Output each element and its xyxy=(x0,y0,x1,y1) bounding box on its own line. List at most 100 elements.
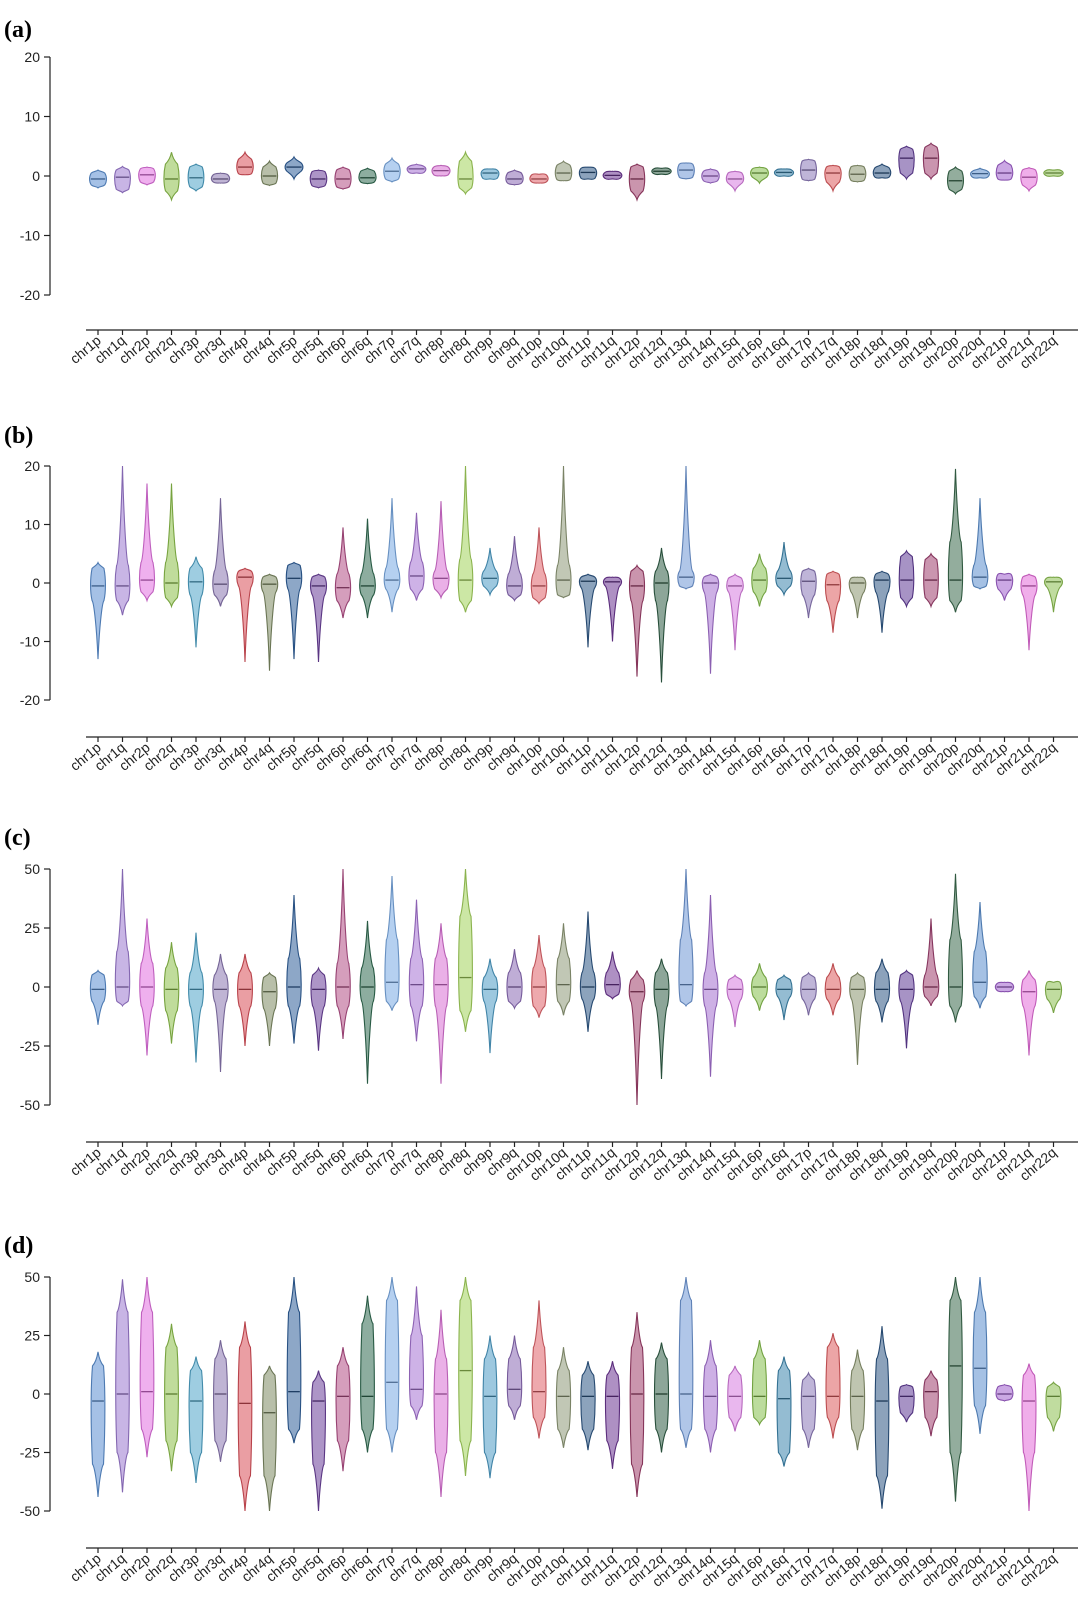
violin-chr17p xyxy=(800,971,817,1016)
violin-chr3q xyxy=(210,172,231,184)
y-tick-label: 10 xyxy=(24,109,40,125)
violin-chr8q xyxy=(458,1276,473,1476)
violin-chr19p xyxy=(898,969,915,1049)
violin-chr1p xyxy=(89,969,107,1025)
y-tick-label: 0 xyxy=(32,168,40,184)
violin-chr12q xyxy=(653,958,670,1080)
violin-chr13q xyxy=(677,465,695,590)
violin-chr9q xyxy=(506,1335,523,1420)
violin-chr2q xyxy=(164,1323,179,1472)
violin-chr10q xyxy=(555,1347,572,1448)
violin-chr10q xyxy=(554,160,573,182)
violin-chr9p xyxy=(480,168,500,180)
violin-chr5p xyxy=(286,1276,302,1444)
violin-chr7p xyxy=(384,876,400,1011)
y-tick-label: -50 xyxy=(20,1097,40,1113)
y-tick-label: -20 xyxy=(20,692,40,708)
violin-chr9q xyxy=(506,536,523,602)
violin-chr12p xyxy=(628,970,646,1106)
violin-chr11q xyxy=(602,576,623,642)
violin-chr18q xyxy=(873,958,891,1023)
violin-chr9q xyxy=(506,949,523,1010)
violin-chr2q xyxy=(163,942,180,1044)
y-tick-label: 0 xyxy=(32,575,40,591)
y-tick-label: 25 xyxy=(24,920,40,936)
panel-label: (d) xyxy=(4,1233,33,1259)
violin-chr4p xyxy=(236,150,254,176)
violin-chr20p xyxy=(948,1276,963,1502)
violin-chr8p xyxy=(432,501,450,600)
violin-chr11q xyxy=(604,1361,621,1469)
violin-chr6q xyxy=(358,167,377,185)
violin-chr11q xyxy=(604,951,621,1001)
panel-label: (b) xyxy=(4,423,33,449)
y-tick-label: 0 xyxy=(32,979,40,995)
y-tick-label: 50 xyxy=(24,1269,40,1285)
violin-chr14q xyxy=(702,894,719,1077)
violin-chr15q xyxy=(725,170,745,193)
panel-label: (c) xyxy=(4,825,31,851)
y-tick-label: 50 xyxy=(24,861,40,877)
violin-chr17q xyxy=(824,570,842,633)
violin-chr2q xyxy=(163,152,180,202)
violin-chr5p xyxy=(286,894,302,1044)
violin-chr3q xyxy=(212,498,229,607)
violin-chr9q xyxy=(505,169,524,186)
violin-chr20p xyxy=(947,468,964,613)
violin-chr10p xyxy=(531,1300,547,1439)
violin-chr3p xyxy=(187,556,205,648)
violin-chr8p xyxy=(433,923,449,1084)
violin-chr9p xyxy=(481,958,499,1054)
violin-chr5q xyxy=(309,573,328,662)
violin-chr17p xyxy=(800,1371,817,1448)
violin-chr6p xyxy=(335,868,351,1039)
violin-chr6p xyxy=(335,1347,351,1472)
violin-chr10p xyxy=(531,935,547,1018)
violin-chr5q xyxy=(311,1370,326,1512)
violin-chr19q xyxy=(922,918,940,1007)
violin-chr9p xyxy=(482,1335,498,1479)
violin-chr19q xyxy=(922,142,940,181)
violin-chr4p xyxy=(237,1321,253,1512)
violin-chr15q xyxy=(726,573,744,651)
violin-chr6p xyxy=(334,166,352,190)
violin-chr19p xyxy=(898,145,915,181)
violin-chr3p xyxy=(188,1356,204,1483)
violin-chr4p xyxy=(236,567,254,662)
y-tick-label: 10 xyxy=(24,517,40,533)
violin-chr4q xyxy=(260,159,279,187)
violin-chr12q xyxy=(653,1342,670,1453)
violin-chr2p xyxy=(139,1276,155,1458)
y-tick-label: 20 xyxy=(24,49,40,65)
violin-chr1q xyxy=(115,1279,130,1493)
violin-chr19q xyxy=(923,1370,939,1437)
violin-chr7q xyxy=(408,1286,425,1420)
violin-chr9p xyxy=(481,547,499,597)
violin-chr6q xyxy=(360,1295,375,1453)
y-tick-label: -25 xyxy=(20,1038,40,1054)
violin-chr4q xyxy=(260,573,279,671)
violin-chr12p xyxy=(628,564,646,677)
violin-chr17q xyxy=(825,1333,841,1439)
violin-chr2q xyxy=(163,483,180,609)
violin-chr22q xyxy=(1044,980,1063,1014)
violin-chr21q xyxy=(1020,166,1038,193)
panel-a: (a)-20-1001020chr1pchr1qchr2pchr2qchr3pc… xyxy=(4,17,1078,372)
violin-chr5q xyxy=(310,966,327,1051)
violin-chr3p xyxy=(188,932,204,1063)
violin-chr18p xyxy=(848,576,867,619)
violin-chr15q xyxy=(726,973,744,1028)
violin-chr11p xyxy=(579,911,597,1032)
violin-chr7q xyxy=(408,512,425,601)
violin-chr18q xyxy=(873,570,891,633)
violin-chr16q xyxy=(775,542,793,597)
violin-chr19p xyxy=(898,1383,915,1423)
violin-chr16p xyxy=(750,166,769,185)
violin-chr22q xyxy=(1045,1381,1062,1432)
y-tick-label: -10 xyxy=(20,634,40,650)
violin-chr10p xyxy=(530,527,548,605)
violin-chr21p xyxy=(995,572,1014,601)
violin-chr21q xyxy=(1020,970,1038,1056)
violin-chr16q xyxy=(775,973,793,1021)
